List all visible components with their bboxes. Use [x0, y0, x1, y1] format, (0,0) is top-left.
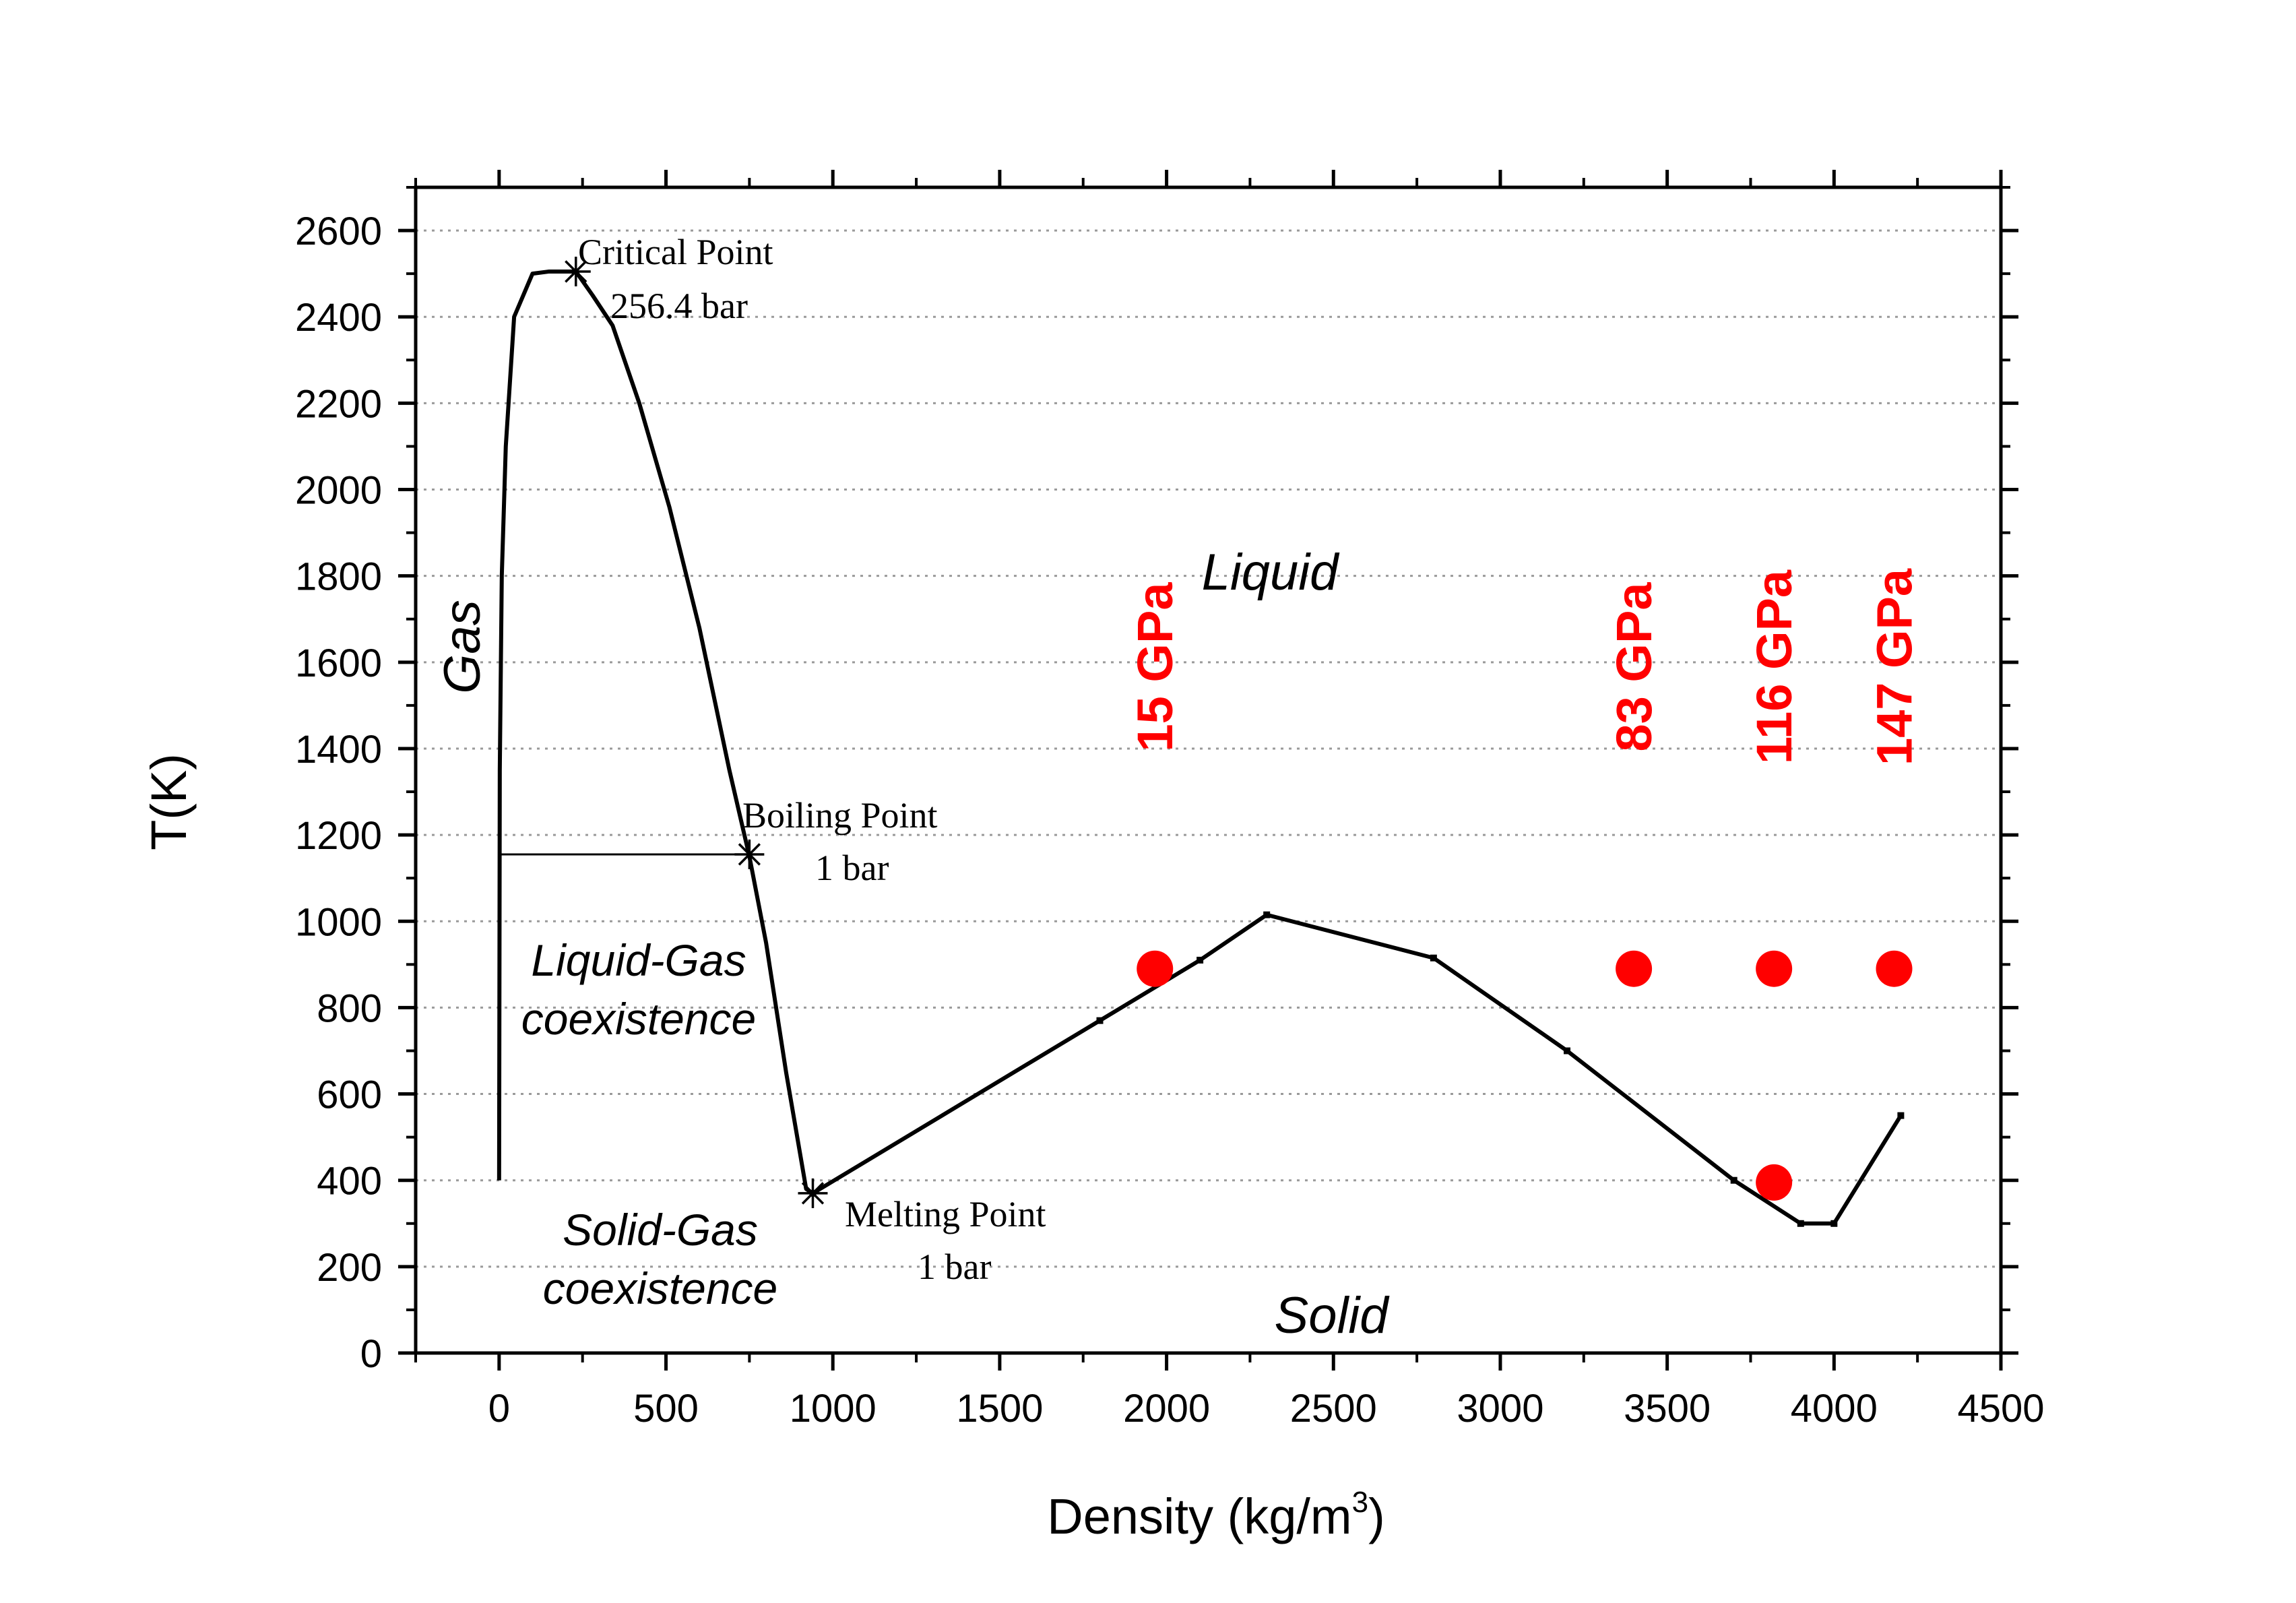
region-solid: Solid — [1275, 1287, 1391, 1344]
boiling-point-marker — [734, 839, 765, 869]
boiling-point-label: Boiling Point — [742, 795, 938, 836]
melting-data-point — [1830, 1220, 1838, 1227]
critical-point-marker — [561, 256, 591, 286]
x-tick-label: 1000 — [790, 1387, 876, 1431]
pressure-label-15gpa: 15 GPa — [1127, 582, 1183, 752]
pressure-label-116gpa: 116 GPa — [1746, 569, 1802, 764]
y-tick-label: 400 — [317, 1160, 382, 1203]
marker-stroke — [801, 1182, 825, 1205]
x-axis-title-sup: 3 — [1352, 1486, 1368, 1519]
x-tick-label: 3500 — [1624, 1387, 1711, 1431]
y-tick-label: 600 — [317, 1073, 382, 1117]
y-tick-label: 1600 — [295, 641, 382, 685]
x-tick-label: 4000 — [1791, 1387, 1878, 1431]
y-tick-label: 2200 — [295, 382, 382, 426]
marker-stroke — [565, 260, 587, 283]
pressure-label-147gpa: 147 GPa — [1866, 568, 1922, 765]
melting-data-point — [1430, 954, 1437, 962]
experiment-point-0 — [1137, 950, 1174, 987]
boiling-point-pressure: 1 bar — [815, 848, 889, 888]
y-tick-label: 1800 — [295, 555, 382, 599]
x-tick-labels: 0 500 1000 1500 2000 2500 3000 3500 4000 4500 — [488, 1387, 2045, 1431]
x-tick-label: 2000 — [1123, 1387, 1210, 1431]
melting-data-point — [1797, 1220, 1804, 1227]
experiment-point-2 — [1756, 950, 1793, 987]
experiment-points — [1137, 950, 1913, 1201]
y-tick-label: 0 — [360, 1332, 382, 1376]
y-tick-label: 200 — [317, 1246, 382, 1290]
y-tick-label: 2600 — [295, 210, 382, 253]
x-tick-label: 2500 — [1290, 1387, 1377, 1431]
region-liquid-gas-line2: coexistence — [521, 994, 757, 1044]
melting-data-point — [1564, 1047, 1571, 1055]
melting-data-point — [1263, 911, 1271, 918]
experiment-point-3 — [1876, 950, 1913, 987]
y-tick-label: 800 — [317, 986, 382, 1030]
x-axis-title: Density (kg/m3) — [1047, 1486, 1384, 1544]
marker-layer — [561, 256, 828, 1208]
series-line-1 — [811, 912, 1903, 1226]
region-solid-gas-line1: Solid-Gas — [563, 1205, 758, 1255]
region-solid-gas-line2: coexistence — [543, 1263, 778, 1313]
y-tick-label: 1000 — [295, 900, 382, 944]
melting-point-marker — [798, 1178, 828, 1208]
experiment-point-4 — [1756, 1164, 1793, 1201]
melting-point-pressure: 1 bar — [918, 1247, 991, 1287]
series-layer — [497, 269, 1905, 1227]
critical-point-pressure: 256.4 bar — [610, 286, 748, 326]
melting-data-point — [1096, 1017, 1104, 1024]
pressure-label-83gpa: 83 GPa — [1606, 582, 1662, 752]
region-liquid: Liquid — [1202, 544, 1341, 601]
melting-data-point — [1897, 1112, 1905, 1119]
gridlines — [416, 229, 2001, 1268]
experiment-point-1 — [1616, 950, 1653, 987]
marker-stroke — [738, 843, 761, 866]
x-axis-title-main: Density (kg/m — [1047, 1488, 1351, 1544]
melting-point-label: Melting Point — [845, 1194, 1046, 1234]
region-gas: Gas — [434, 600, 491, 693]
y-axis-title: T(K) — [141, 753, 197, 850]
region-liquid-gas-line1: Liquid-Gas — [531, 935, 746, 985]
y-tick-label: 2000 — [295, 469, 382, 513]
y-tick-label: 2400 — [295, 296, 382, 340]
x-tick-label: 3000 — [1457, 1387, 1543, 1431]
series-line-0 — [497, 269, 815, 1195]
x-tick-label: 0 — [488, 1387, 510, 1431]
x-tick-label: 4500 — [1957, 1387, 2044, 1431]
critical-point-label: Critical Point — [578, 232, 773, 272]
melting-data-point — [1197, 956, 1204, 964]
y-tick-labels: 0 200 400 600 800 1000 1200 1400 1600 1800 2000 220… — [295, 210, 382, 1376]
melting-data-point — [1730, 1176, 1737, 1184]
y-tick-label: 1400 — [295, 728, 382, 772]
x-tick-label: 1500 — [956, 1387, 1043, 1431]
x-tick-label: 500 — [633, 1387, 699, 1431]
y-tick-label: 1200 — [295, 814, 382, 858]
axis-ticks — [398, 170, 2018, 1371]
x-axis-title-end: ) — [1368, 1488, 1385, 1544]
plot-frame — [414, 185, 2003, 1355]
